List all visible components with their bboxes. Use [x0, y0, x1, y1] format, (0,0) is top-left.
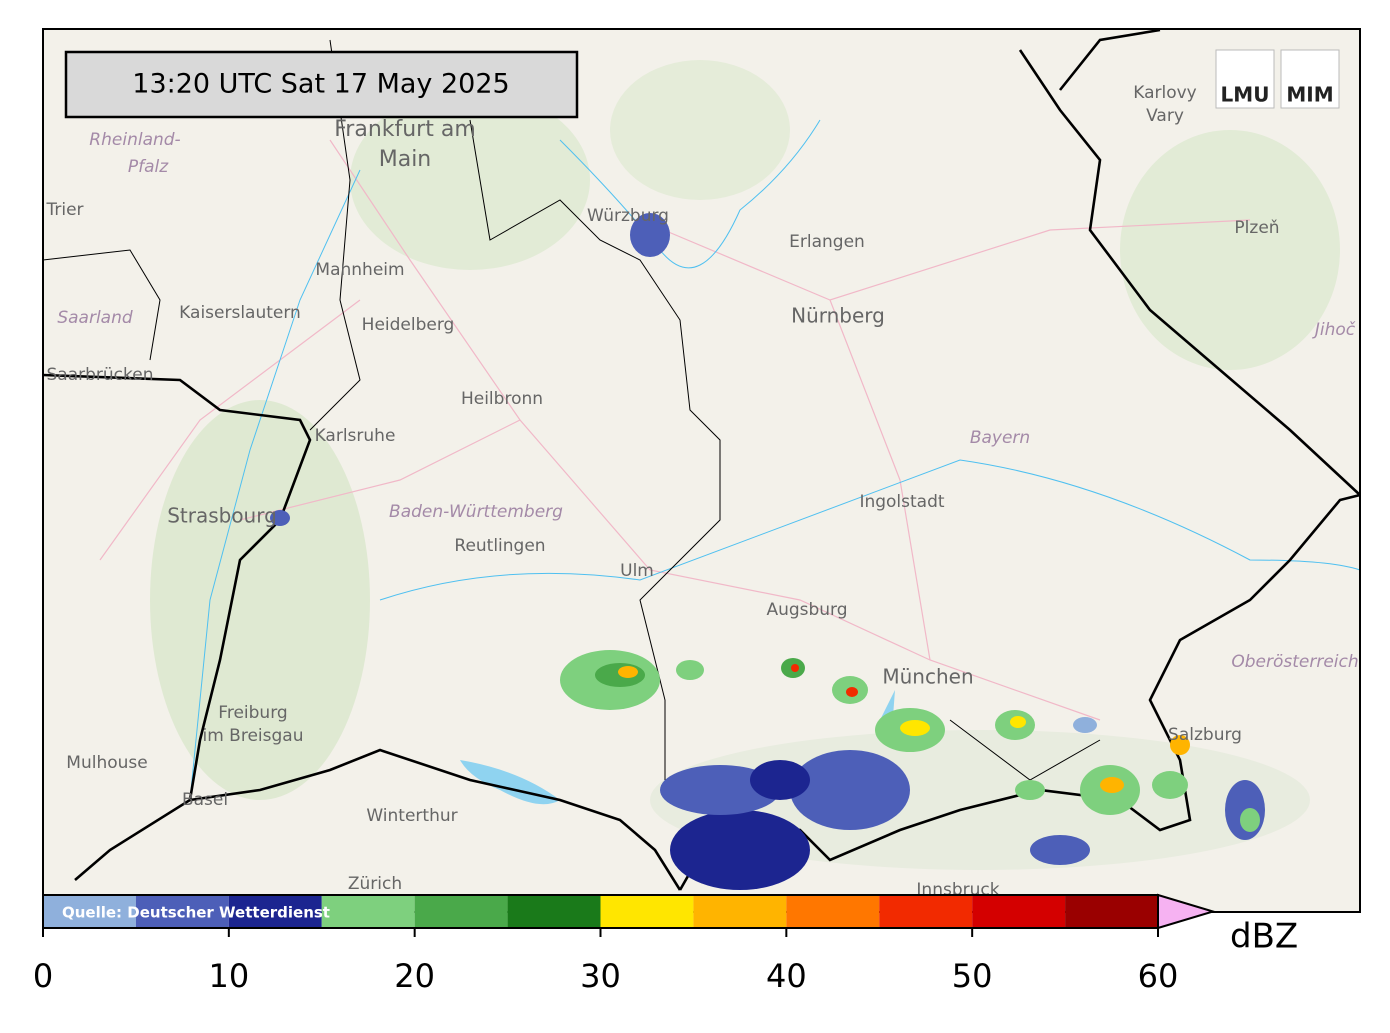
place-label: Kaiserslautern [179, 303, 301, 323]
place-label: Ingolstadt [859, 492, 944, 512]
colorbar-segment [228, 895, 322, 928]
place-label: Main [379, 147, 432, 172]
colorbar-tick-label: 60 [1138, 957, 1179, 995]
colorbar-segment [600, 895, 694, 928]
radar-echo [1073, 717, 1097, 733]
radar-echoes [270, 213, 1265, 890]
timestamp: 13:20 UTC Sat 17 May 2025 [132, 69, 509, 100]
place-label: Würzburg [587, 206, 669, 226]
radar-echo [660, 765, 780, 815]
roads [99, 139, 1251, 721]
place-label: Erlangen [789, 232, 865, 252]
place-label: Nürnberg [791, 304, 885, 328]
place-label: Karlsruhe [315, 426, 396, 446]
logo-text: LMU [1221, 83, 1270, 107]
radar-echo [630, 213, 670, 257]
colorbar-segment [135, 895, 229, 928]
place-label: Jihoč [1312, 320, 1356, 340]
place-label: Trier [45, 200, 83, 220]
logo-box [1280, 49, 1340, 109]
place-label: Vary [1146, 106, 1184, 126]
place-label: Baden-Württemberg [389, 502, 563, 522]
colorbar-segment [321, 895, 415, 928]
colorbar-segment [879, 895, 973, 928]
colorbar-tick-label: 50 [952, 957, 993, 995]
radar-echo [846, 687, 858, 697]
colorbar-segment [43, 895, 136, 928]
place-label: Bayern [970, 428, 1030, 448]
colorbar: 0 10 20 30 40 50 60 [33, 893, 1217, 995]
place-label: Strasbourg [167, 504, 277, 528]
colorbar-segment [507, 895, 601, 928]
radar-echo [900, 720, 930, 736]
radar-echo [676, 660, 704, 680]
colorbar-tick-label: 0 [33, 957, 53, 995]
radar-echo [1030, 835, 1090, 865]
place-label: Mulhouse [66, 753, 147, 773]
colorbar-tick-label: 30 [580, 957, 621, 995]
place-label: Salzburg [1168, 725, 1242, 745]
radar-echo [1100, 777, 1124, 793]
place-label: Oberösterreich [1231, 652, 1358, 672]
place-label: im Breisgau [203, 726, 304, 746]
radar-echo [618, 666, 638, 678]
logo-text: MIM [1286, 83, 1333, 107]
colorbar-segment [786, 895, 880, 928]
place-label: Frankfurt am [334, 117, 476, 142]
colorbar-tick-label: 10 [208, 957, 249, 995]
colorbar-tick-label: 20 [394, 957, 435, 995]
place-label: Rheinland- [89, 130, 180, 150]
place-label: Zürich [348, 874, 402, 894]
colorbar-segment [1065, 895, 1158, 928]
place-label: Winterthur [366, 806, 457, 826]
place-label: Freiburg [218, 703, 287, 723]
place-label: Reutlingen [454, 536, 545, 556]
radar-echo [791, 664, 799, 672]
logo-box [1215, 49, 1275, 109]
colorbar-tick-label: 40 [766, 957, 807, 995]
radar-echo [790, 750, 910, 830]
radar-echo [270, 510, 290, 526]
rivers [189, 119, 1361, 801]
colorbar-unit: dBZ [1230, 917, 1298, 957]
place-label: Mannheim [315, 260, 404, 280]
radar-echo [750, 760, 810, 800]
place-label: Karlovy [1133, 83, 1197, 103]
place-label: Saarbrücken [47, 365, 154, 385]
colorbar-segment [972, 895, 1066, 928]
radar-echo [1152, 771, 1188, 799]
source-credit: Quelle: Deutscher Wetterdienst [62, 904, 330, 922]
place-label: Heilbronn [461, 389, 543, 409]
colorbar-segment [414, 895, 508, 928]
colorbar-segment [693, 895, 787, 928]
radar-echo [1240, 808, 1260, 832]
radar-echo [1170, 735, 1190, 755]
place-label: Augsburg [766, 600, 847, 620]
radar-echo [1015, 780, 1045, 800]
timestamp-box [64, 50, 579, 119]
place-label: Ulm [620, 561, 654, 581]
place-label: Basel [182, 790, 228, 810]
radar-echo [670, 810, 810, 890]
place-label: Heidelberg [362, 315, 455, 335]
place-label: Pfalz [128, 157, 169, 177]
place-label: Plzeň [1234, 218, 1279, 238]
place-label: München [882, 665, 973, 689]
radar-echo [1010, 716, 1026, 728]
borders-major [42, 28, 1361, 891]
place-label: Saarland [57, 308, 133, 328]
